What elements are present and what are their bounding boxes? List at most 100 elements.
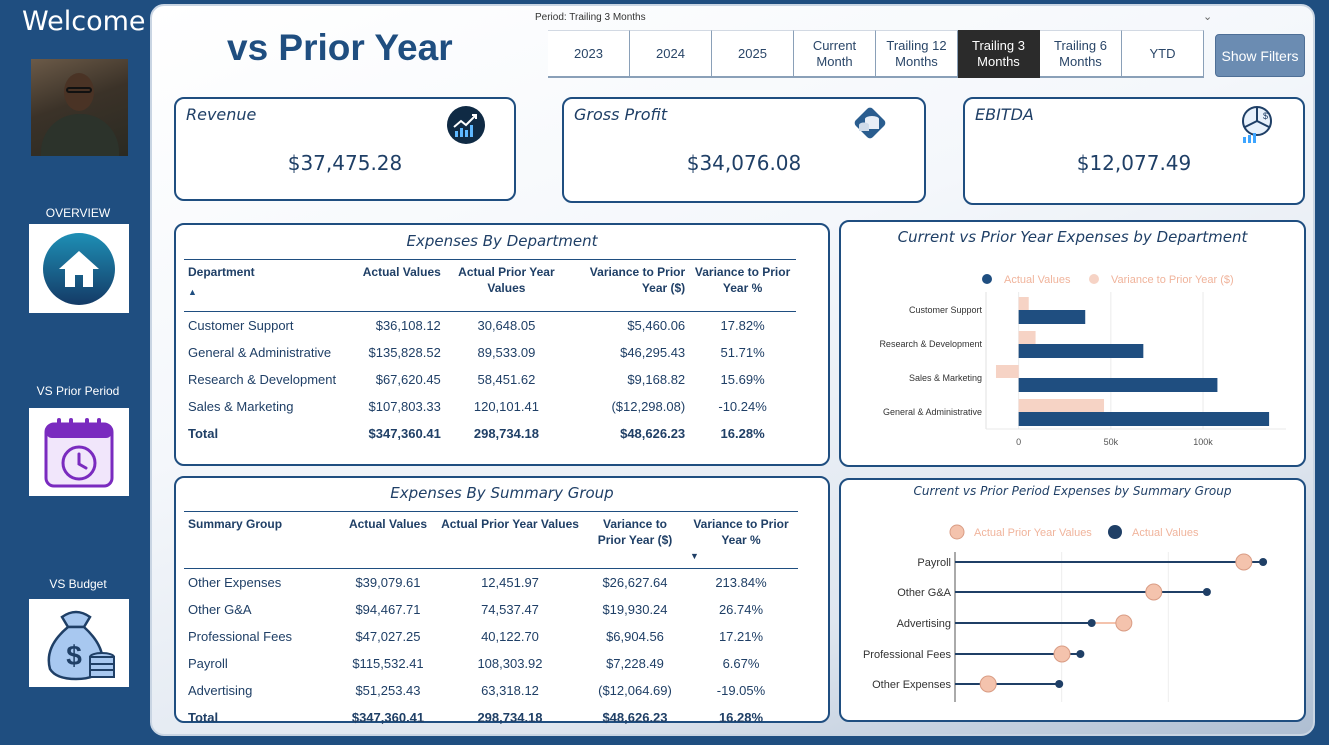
cell: 58,451.62 xyxy=(477,371,536,387)
point-prior[interactable] xyxy=(1053,645,1071,663)
table-row[interactable]: Payroll $115,532.41 108,303.92 $7,228.49… xyxy=(184,650,798,677)
y-category-label: Other G&A xyxy=(897,587,951,599)
period-slicer: 2023 2024 2025 Current Month Trailing 12… xyxy=(548,30,1204,78)
point-prior[interactable] xyxy=(1235,553,1253,571)
cell: -19.05% xyxy=(716,682,766,698)
avatar xyxy=(31,59,128,156)
legend-label-prior: Actual Prior Year Values xyxy=(974,527,1092,539)
table-row[interactable]: Sales & Marketing $107,803.33 120,101.41… xyxy=(184,393,796,420)
page-title: vs Prior Year xyxy=(227,27,453,68)
point-actual[interactable] xyxy=(1259,558,1268,566)
group-header-prior[interactable]: Actual Prior Year Values xyxy=(434,511,586,569)
sort-descending-icon[interactable]: ▼ xyxy=(690,551,699,561)
pie-dollar-icon: $ xyxy=(1242,106,1272,143)
kpi-value-ebitda: $12,077.49 xyxy=(1076,151,1192,175)
cell: Professional Fees xyxy=(188,628,293,644)
point-prior[interactable] xyxy=(979,675,997,693)
table-row[interactable]: General & Administrative $135,828.52 89,… xyxy=(184,339,796,366)
kpi-card-revenue: Revenue $37,475.28 xyxy=(174,97,516,201)
cell: 298,734.18 xyxy=(473,425,539,441)
nav-overview-button[interactable] xyxy=(29,224,129,313)
cell: ($12,298.08) xyxy=(611,398,686,414)
coins-icon xyxy=(854,107,886,139)
point-actual[interactable] xyxy=(1076,650,1085,658)
nav-label-prior-period: VS Prior Period xyxy=(36,384,120,398)
dept-header-variance-pct[interactable]: Variance to Prior Year % xyxy=(689,259,796,312)
line-chart-icon xyxy=(447,106,485,144)
y-category-label: Research & Development xyxy=(879,339,982,349)
cell: 17.82% xyxy=(720,317,765,333)
period-button-trailing-6[interactable]: Trailing 6 Months xyxy=(1040,30,1122,78)
period-button-2023[interactable]: 2023 xyxy=(548,30,630,78)
cell: $9,168.82 xyxy=(627,371,686,387)
dept-table-card: Expenses By Department Department ▲ Actua… xyxy=(174,223,830,466)
dept-header-variance-dollar[interactable]: Variance to Prior Year ($) xyxy=(568,259,690,312)
bar-actual[interactable] xyxy=(1018,310,1086,324)
table-total-row: Total $347,360.41 298,734.18 $48,626.23 … xyxy=(184,704,798,731)
period-button-ytd[interactable]: YTD xyxy=(1122,30,1204,78)
bar-actual[interactable] xyxy=(1018,344,1144,358)
point-actual[interactable] xyxy=(1055,680,1064,688)
show-filters-button[interactable]: Show Filters xyxy=(1215,34,1305,77)
point-actual[interactable] xyxy=(1087,619,1096,627)
sidebar: Welcome OVERVIEW VS Prior Period VS Budg… xyxy=(0,0,150,745)
point-prior[interactable] xyxy=(1115,614,1133,632)
period-button-current-month[interactable]: Current Month xyxy=(794,30,876,78)
bar-variance[interactable] xyxy=(1018,331,1036,344)
group-header-variance-pct[interactable]: Variance to Prior Year % ▼ xyxy=(684,511,798,569)
welcome-text: Welcome xyxy=(22,6,146,37)
point-actual[interactable] xyxy=(1202,588,1211,596)
table-row[interactable]: Advertising $51,253.43 63,318.12 ($12,06… xyxy=(184,677,798,704)
period-button-2024[interactable]: 2024 xyxy=(630,30,712,78)
group-header-summary-group[interactable]: Summary Group xyxy=(184,511,342,569)
sort-ascending-icon[interactable]: ▲ xyxy=(188,287,197,297)
group-header-variance-dollar[interactable]: Variance to Prior Year ($) xyxy=(586,511,684,569)
bar-actual[interactable] xyxy=(1018,378,1218,392)
cell: Sales & Marketing xyxy=(188,398,294,414)
chevron-down-icon[interactable]: ⌄ xyxy=(1203,11,1213,23)
kpi-card-gross-profit: Gross Profit $34,076.08 xyxy=(562,97,926,203)
nav-label-overview: OVERVIEW xyxy=(45,206,111,220)
nav-prior-period-button[interactable] xyxy=(29,408,129,496)
table-row[interactable]: Other Expenses $39,079.61 12,451.97 $26,… xyxy=(184,569,798,596)
bar-variance[interactable] xyxy=(1018,297,1029,310)
bar-variance[interactable] xyxy=(995,365,1019,378)
cell: $26,627.64 xyxy=(602,574,668,590)
cell: 89,533.09 xyxy=(477,344,536,360)
point-prior[interactable] xyxy=(1145,583,1163,601)
period-button-trailing-3[interactable]: Trailing 3 Months xyxy=(958,30,1040,78)
cell: Total xyxy=(188,709,219,725)
dept-bar-chart: Actual Values Variance to Prior Year ($) 0… xyxy=(879,274,1286,447)
cell: 17.21% xyxy=(718,628,764,644)
bar-actual[interactable] xyxy=(1018,412,1270,426)
table-row[interactable]: Customer Support $36,108.12 30,648.05 $5… xyxy=(184,312,796,339)
group-header-actual[interactable]: Actual Values xyxy=(342,511,434,569)
dept-bar-chart-card: Current vs Prior Year Expenses by Depart… xyxy=(839,220,1306,467)
legend-marker-prior xyxy=(949,524,965,540)
table-row[interactable]: Research & Development $67,620.45 58,451… xyxy=(184,366,796,393)
table-row[interactable]: Other G&A $94,467.71 74,537.47 $19,930.2… xyxy=(184,596,798,623)
period-button-2025[interactable]: 2025 xyxy=(712,30,794,78)
dept-header-actual[interactable]: Actual Values xyxy=(356,259,445,312)
cell: 16.28% xyxy=(720,425,765,441)
cell: $347,360.41 xyxy=(351,709,425,725)
cell: $94,467.71 xyxy=(355,601,421,617)
group-table-card: Expenses By Summary Group Summary Group … xyxy=(174,476,830,725)
cell: Payroll xyxy=(188,655,228,671)
group-table: Summary Group Actual Values Actual Prior… xyxy=(184,511,798,731)
cell: $36,108.12 xyxy=(375,317,441,333)
period-label: Period: Trailing 3 Months xyxy=(535,12,646,23)
cell: 40,122.70 xyxy=(481,628,539,644)
calendar-clock-icon xyxy=(44,418,114,488)
y-category-label: Sales & Marketing xyxy=(909,373,982,383)
y-category-label: General & Administrative xyxy=(883,407,982,417)
nav-budget-button[interactable]: $ xyxy=(29,599,129,687)
x-tick-label: 50k xyxy=(1104,437,1119,447)
svg-text:$: $ xyxy=(1263,111,1268,121)
bar-variance[interactable] xyxy=(1018,399,1105,412)
table-row[interactable]: Professional Fees $47,027.25 40,122.70 $… xyxy=(184,623,798,650)
dept-header-prior[interactable]: Actual Prior Year Values xyxy=(444,259,569,312)
kpi-label-gross-profit: Gross Profit xyxy=(574,105,668,124)
period-button-trailing-12[interactable]: Trailing 12 Months xyxy=(876,30,958,78)
dept-header-department[interactable]: Department ▲ xyxy=(184,259,357,312)
